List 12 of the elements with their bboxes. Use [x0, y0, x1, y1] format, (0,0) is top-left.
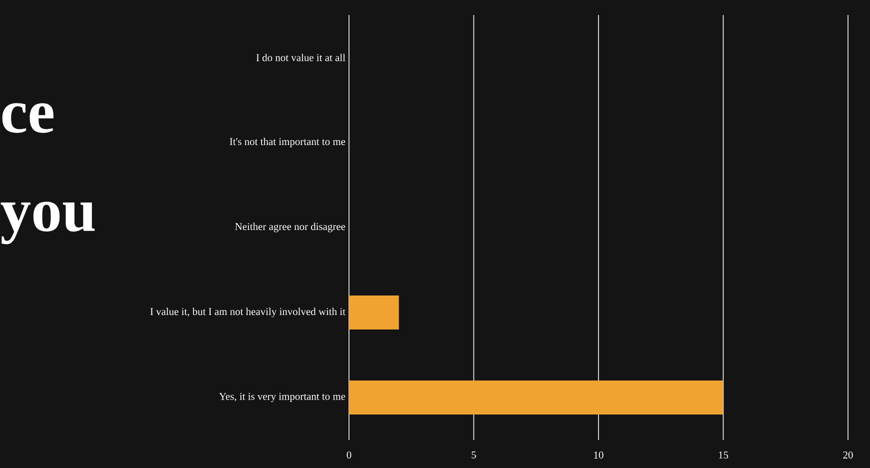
text: you — [0, 202, 95, 244]
y-tick-label: I do not value it at all — [256, 54, 346, 62]
text: ce — [2, 103, 54, 133]
x-tick-label: 15 — [718, 452, 728, 459]
x-tick-label: 10 — [594, 452, 604, 459]
y-tick-label: Yes, it is very important to me — [219, 392, 346, 402]
x-tick-label: 20 — [843, 452, 853, 459]
y-tick-label: It's not that important to me — [230, 138, 346, 148]
x-tick-label: 5 — [472, 452, 476, 458]
y-tick-label: Neither agree nor disagree — [235, 222, 346, 232]
x-tick-label: 0 — [346, 452, 352, 459]
y-tick-label: I value it, but I am not heavily involved with it — [150, 308, 346, 318]
